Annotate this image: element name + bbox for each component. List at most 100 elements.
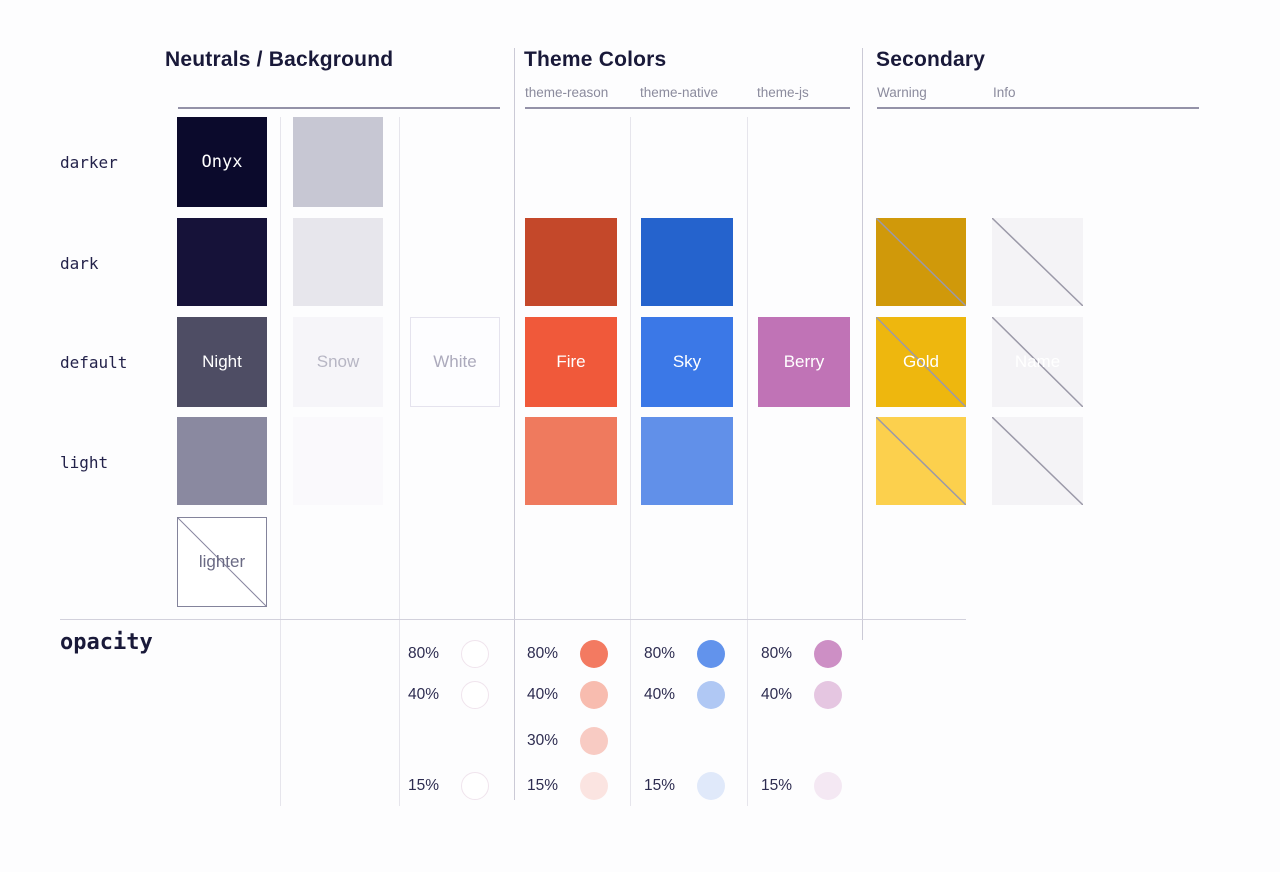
theme-heading: Theme Colors <box>524 48 667 71</box>
opacity-item-berry-80: 80% <box>761 640 842 668</box>
opacity-dot-berry <box>814 640 842 668</box>
swatch-gray-light <box>293 417 383 505</box>
strikethrough-diagonal <box>992 218 1083 306</box>
theme-native-label: theme-native <box>640 85 719 100</box>
strikethrough-diagonal <box>992 417 1083 505</box>
info-label: Info <box>993 85 1016 100</box>
opacity-item-fire-30: 30% <box>527 727 608 755</box>
swatch-gold-default: Gold <box>876 317 966 407</box>
opacity-dot-fire <box>580 772 608 800</box>
swatch-label: White <box>433 352 477 371</box>
strikethrough-diagonal <box>876 218 966 306</box>
column-divider <box>399 117 400 806</box>
column-divider <box>280 117 281 806</box>
swatch-white-default: White <box>410 317 500 407</box>
opacity-dot-white <box>461 772 489 800</box>
theme-underline <box>525 107 850 109</box>
warning-label: Warning <box>877 85 927 100</box>
opacity-dot-sky <box>697 681 725 709</box>
opacity-dot-fire <box>580 640 608 668</box>
opacity-percent: 15% <box>527 777 559 794</box>
section-divider <box>514 48 515 800</box>
opacity-percent: 80% <box>408 645 440 662</box>
opacity-item-fire-15: 15% <box>527 772 608 800</box>
opacity-percent: 15% <box>408 777 440 794</box>
opacity-heading: opacity <box>60 630 153 655</box>
opacity-item-sky-15: 15% <box>644 772 725 800</box>
swatch-gray-dark <box>293 218 383 306</box>
swatch-label: Sky <box>672 352 702 371</box>
column-divider <box>630 117 631 806</box>
swatch-gold-light <box>876 417 966 505</box>
neutrals-heading: Neutrals / Background <box>165 48 394 71</box>
opacity-percent: 80% <box>761 645 793 662</box>
opacity-item-fire-80: 80% <box>527 640 608 668</box>
swatch-info-dark <box>992 218 1083 306</box>
swatch-night-default: Night <box>177 317 267 407</box>
row-label-darker: darker <box>60 153 118 172</box>
opacity-percent: 40% <box>644 686 676 703</box>
opacity-item-sky-40: 40% <box>644 681 725 709</box>
swatch-navy-light <box>177 417 267 505</box>
swatch-label: Fire <box>556 352 586 371</box>
swatch-gray-darker <box>293 117 383 207</box>
swatch-label: Berry <box>783 352 825 371</box>
swatch-label: lighter <box>198 552 246 571</box>
row-label-default: default <box>60 353 128 372</box>
swatch-lighter: lighter <box>177 517 267 607</box>
swatch-label: Gold <box>903 352 939 371</box>
swatch-gold-dark <box>876 218 966 306</box>
neutrals-underline <box>178 107 500 109</box>
swatch-fire-default: Fire <box>525 317 617 407</box>
opacity-dot-sky <box>697 772 725 800</box>
opacity-dot-fire <box>580 727 608 755</box>
opacity-percent: 30% <box>527 732 559 749</box>
swatch-navy-dark <box>177 218 267 306</box>
swatch-label: Name <box>1014 352 1061 371</box>
opacity-percent: 80% <box>527 645 559 662</box>
secondary-heading: Secondary <box>876 48 986 71</box>
opacity-item-fire-40: 40% <box>527 681 608 709</box>
opacity-item-berry-15: 15% <box>761 772 842 800</box>
swatch-fire-light <box>525 417 617 505</box>
section-divider <box>862 48 863 640</box>
row-label-light: light <box>60 453 109 472</box>
opacity-percent: 40% <box>761 686 793 703</box>
strikethrough-diagonal <box>178 518 266 606</box>
strikethrough-diagonal <box>876 417 966 505</box>
opacity-dot-white <box>461 640 489 668</box>
swatch-sky-dark <box>641 218 733 306</box>
strikethrough-diagonal <box>992 317 1083 407</box>
opacity-dot-berry <box>814 772 842 800</box>
swatch-label: Snow <box>316 352 360 371</box>
swatch-sky-default: Sky <box>641 317 733 407</box>
theme-reason-label: theme-reason <box>525 85 609 100</box>
opacity-dot-fire <box>580 681 608 709</box>
opacity-dot-berry <box>814 681 842 709</box>
opacity-dot-sky <box>697 640 725 668</box>
opacity-percent: 40% <box>527 686 559 703</box>
opacity-percent: 40% <box>408 686 440 703</box>
opacity-item-white-40: 40% <box>408 681 489 709</box>
opacity-percent: 15% <box>644 777 676 794</box>
swatch-label: Night <box>202 352 242 371</box>
secondary-underline <box>877 107 1199 109</box>
theme-js-label: theme-js <box>757 85 809 100</box>
strikethrough-diagonal <box>876 317 966 407</box>
opacity-item-berry-40: 40% <box>761 681 842 709</box>
row-label-dark: dark <box>60 254 99 273</box>
column-divider <box>747 117 748 806</box>
opacity-dot-white <box>461 681 489 709</box>
swatch-onyx-darker: Onyx <box>177 117 267 207</box>
swatch-fire-dark <box>525 218 617 306</box>
swatch-label: Onyx <box>201 152 243 172</box>
opacity-section-divider <box>60 619 966 620</box>
swatch-info-default: Name <box>992 317 1083 407</box>
swatch-info-light <box>992 417 1083 505</box>
swatch-berry-default: Berry <box>758 317 850 407</box>
opacity-item-white-15: 15% <box>408 772 489 800</box>
opacity-item-sky-80: 80% <box>644 640 725 668</box>
opacity-percent: 15% <box>761 777 793 794</box>
opacity-item-white-80: 80% <box>408 640 489 668</box>
